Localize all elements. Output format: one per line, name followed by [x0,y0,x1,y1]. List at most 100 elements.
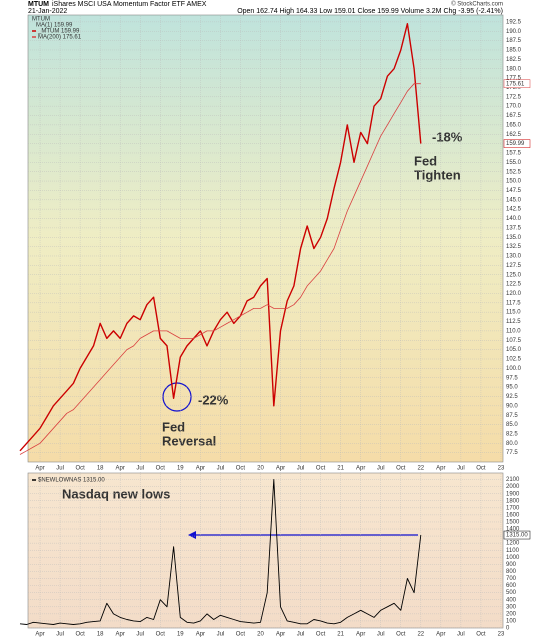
y-tick-label: 185.0 [506,48,522,54]
y-tick-label: 150.0 [506,179,522,185]
x-tick-label: Oct [156,632,166,638]
x-tick-label: 20 [257,632,264,638]
x-tick-label: Oct [396,632,406,638]
x-tick-label: 18 [97,466,104,472]
y-tick-label: 92.5 [506,394,518,400]
y-tick-label: 170.0 [506,104,522,110]
x-tick-label: Jul [297,466,305,472]
x-tick-label: Oct [236,632,246,638]
series-line [19,23,422,452]
annotation: Fed [414,153,437,168]
x-tick-label: Oct [236,466,246,472]
y-tick-label: 900 [506,562,517,568]
y-tick-label: 180.0 [506,66,522,72]
y-tick-label: 100 [506,619,517,625]
x-tick-label: Oct [476,466,486,472]
x-tick-label: 18 [97,632,104,638]
series-line [19,83,421,455]
y-tick-label: 112.5 [506,319,521,325]
x-tick-label: Apr [436,632,445,638]
y-tick-label: 100.0 [506,366,522,372]
x-tick-label: Jul [56,466,64,472]
x-tick-label: Apr [276,632,285,638]
credit: © StockCharts.com [451,1,503,8]
y-tick-label: 152.5 [506,169,522,175]
y-tick-label: 142.5 [506,207,522,213]
x-tick-label: Oct [75,632,85,638]
x-tick-label: Jul [457,632,465,638]
last-value-label: 159.99 [506,141,525,147]
x-tick-label: 22 [417,466,424,472]
price-panel [27,14,504,463]
legend-entry: _MTUM 159.99 [37,29,80,35]
y-tick-label: 102.5 [506,357,522,363]
y-tick-label: 2100 [506,477,520,483]
y-tick-label: 1800 [506,498,520,504]
y-tick-label: 110.0 [506,328,521,334]
x-tick-label: Jul [136,632,144,638]
y-tick-label: 182.5 [506,57,522,63]
annotation: Tighten [414,167,461,182]
x-tick-label: Oct [476,632,486,638]
y-tick-label: 165.0 [506,122,522,128]
plot: 77.5 80.0 82.5 85.0 87.5 90.0 92.5 95.0 97.5 100.… [19,16,531,638]
y-tick-label: 87.5 [506,413,518,419]
y-tick-label: 192.5 [506,19,522,25]
y-tick-label: 400 [506,597,517,603]
y-tick-label: 1600 [506,512,520,518]
quote: Open 162.74 High 164.33 Low 159.01 Close… [237,8,503,15]
last-value-box [503,79,531,88]
y-tick-label: 800 [506,569,517,575]
x-tick-label: 21 [337,466,344,472]
annotation: Nasdaq new lows [62,486,170,501]
x-tick-label: 19 [177,466,184,472]
y-tick-label: 300 [506,604,517,610]
y-tick-label: 190.0 [506,29,522,35]
y-tick-label: 187.5 [506,38,522,44]
y-tick-label: 1100 [506,548,520,554]
y-tick-label: 0 [506,626,510,632]
y-tick-label: 200 [506,611,517,617]
y-tick-label: 1500 [506,520,520,526]
x-tick-label: 22 [417,632,424,638]
y-tick-label: 700 [506,576,517,582]
circle-annotation [162,382,192,412]
y-tick-label: 95.0 [506,385,518,391]
y-tick-label: 500 [506,590,517,596]
legend-entry: $NEWLOWNAS 1315.00 [38,478,105,484]
y-tick-label: 155.0 [506,160,522,166]
x-tick-label: Apr [116,632,125,638]
series-line [19,479,422,625]
annotation: -22% [198,392,229,407]
legend-entry: MA(1) 159.99 [36,23,73,29]
y-tick-label: 1700 [506,505,520,511]
y-tick-label: 125.0 [506,272,522,278]
last-value-box [503,139,531,148]
y-tick-label: 97.5 [506,375,518,381]
y-tick-label: 85.0 [506,422,518,428]
x-tick-label: Jul [217,632,225,638]
x-tick-label: Jul [377,466,385,472]
y-tick-label: 600 [506,583,517,589]
x-tick-label: Oct [316,632,326,638]
y-tick-label: 1200 [506,541,520,547]
y-tick-label: 132.5 [506,244,522,250]
x-tick-label: Apr [356,632,365,638]
y-tick-label: 145.0 [506,197,522,203]
y-tick-label: 162.5 [506,132,522,138]
x-tick-label: 23 [498,632,505,638]
date: 21-Jan-2022 [28,8,67,15]
last-value-label: 1315.00 [506,533,528,539]
y-tick-label: 120.0 [506,291,522,297]
y-tick-label: 122.5 [506,282,522,288]
legend-title: MTUM [32,17,50,23]
x-tick-label: Oct [316,466,326,472]
x-tick-label: Jul [457,466,465,472]
y-tick-label: 177.5 [506,76,522,82]
y-tick-label: 105.0 [506,347,522,353]
y-tick-label: 1000 [506,555,520,561]
x-tick-label: Apr [35,466,44,472]
y-tick-label: 1400 [506,527,520,533]
x-tick-label: Apr [196,466,205,472]
y-tick-label: 117.5 [506,300,521,306]
